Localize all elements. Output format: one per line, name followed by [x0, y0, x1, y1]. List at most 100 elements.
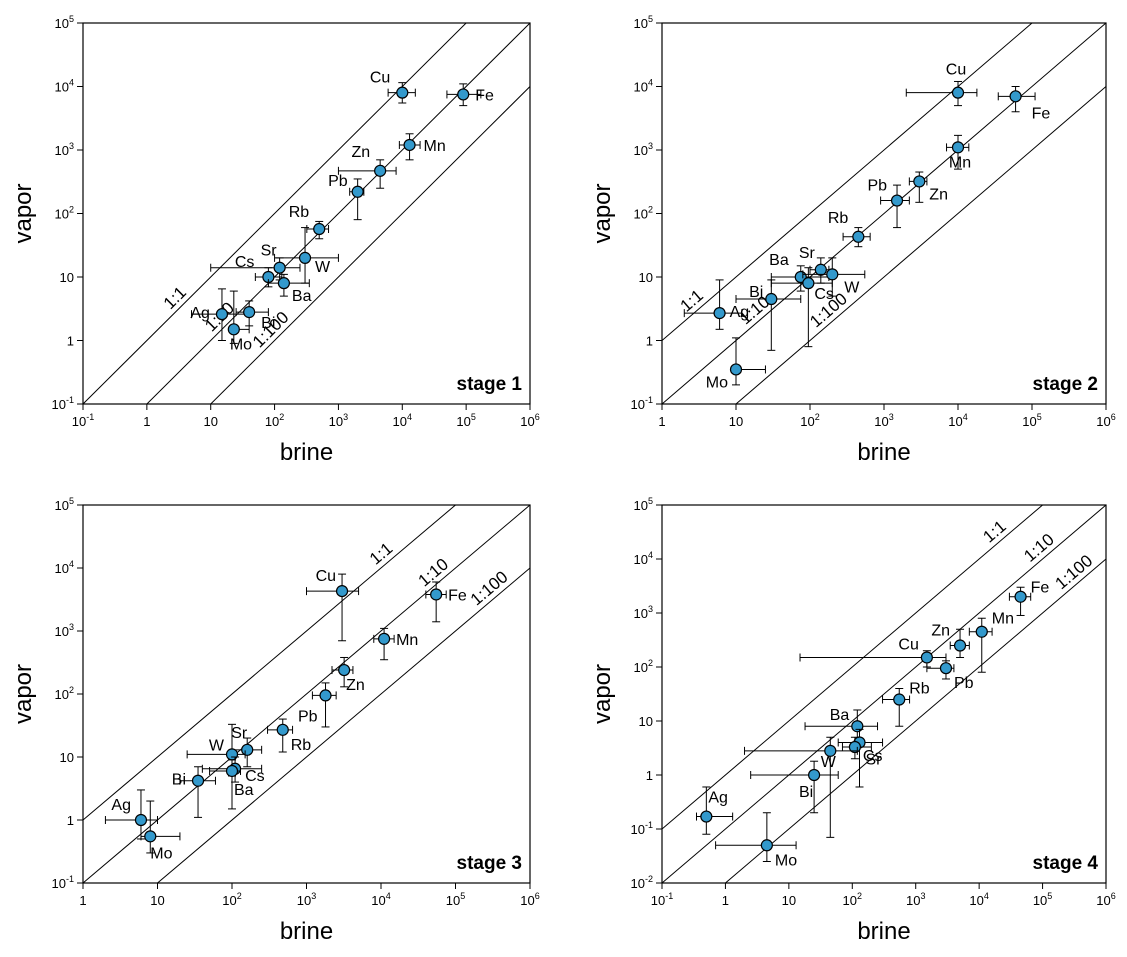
y-tick-label: 103 — [55, 141, 74, 158]
panel-stage-2: 1 10 102 103 104 105 106 10-1 1 10 102 103 104 105 bri… — [589, 14, 1116, 466]
point-mn: Mn — [398, 133, 446, 161]
x-tick-label: 103 — [874, 412, 893, 429]
point-label: Bi — [799, 784, 813, 801]
y-tick-label: 1 — [67, 334, 74, 349]
point-label: Mn — [992, 611, 1014, 628]
data-point-marker — [913, 175, 926, 188]
data-point-marker — [191, 774, 205, 787]
ratio-line — [662, 505, 1106, 883]
point-label: Cs — [814, 286, 834, 303]
data-point-marker — [225, 764, 239, 778]
y-tick-label: 10-1 — [52, 874, 74, 891]
ratio-line — [724, 558, 1106, 883]
x-tick-label: 105 — [1033, 891, 1052, 908]
ratio-label: 1:10 — [415, 555, 453, 591]
point-pb: Pb — [926, 660, 974, 692]
point-label: Mo — [775, 852, 797, 869]
data-point-marker — [814, 263, 827, 276]
point-ba: Ba — [804, 707, 879, 743]
y-tick-label: 104 — [55, 78, 74, 95]
point-mn: Mn — [968, 611, 1014, 673]
data-point-marker — [273, 261, 286, 274]
x-tick-label: 103 — [329, 412, 348, 429]
ratio-line — [210, 86, 530, 404]
point-ag: Ag — [683, 279, 749, 330]
data-point-marker — [713, 307, 726, 320]
stage-label: stage 3 — [457, 853, 522, 874]
x-axis-title: brine — [280, 439, 333, 466]
stage-label: stage 4 — [1033, 853, 1099, 874]
y-tick-label: 103 — [634, 141, 653, 158]
ratio-label: 1:1 — [366, 539, 396, 569]
point-zn: Zn — [908, 171, 948, 203]
data-point-marker — [951, 141, 965, 154]
point-label: Ag — [190, 305, 210, 322]
y-tick-label: 104 — [55, 559, 74, 576]
x-tick-label: 10 — [729, 414, 743, 429]
point-fe: Fe — [446, 83, 494, 107]
data-point-marker — [851, 720, 864, 733]
x-tick-label: 103 — [297, 891, 316, 908]
x-tick-label: 106 — [520, 412, 539, 429]
x-tick-label: 1 — [143, 414, 150, 429]
point-sr: Sr — [231, 725, 263, 768]
ratio-line — [662, 23, 1106, 404]
panel-stage-1: 10-1 1 10 102 103 104 105 106 10-1 1 10 102 103 104 10… — [10, 14, 540, 466]
y-tick-label: 102 — [634, 658, 653, 675]
point-rb: Rb — [828, 210, 871, 248]
point-label: Bi — [749, 284, 763, 301]
data-point-marker — [852, 230, 865, 243]
x-tick-label: 106 — [1096, 891, 1115, 908]
point-label: W — [821, 754, 837, 771]
data-point-marker — [351, 185, 364, 198]
y-tick-label: 105 — [55, 496, 74, 513]
point-label: Sr — [799, 245, 816, 262]
point-pb: Pb — [298, 682, 337, 728]
y-tick-label: 104 — [634, 78, 653, 95]
point-ag: Ag — [696, 786, 734, 835]
data-point-marker — [920, 651, 933, 664]
x-tick-label: 106 — [1096, 412, 1115, 429]
point-ag: Ag — [190, 288, 250, 341]
data-point-marker — [807, 768, 821, 782]
data-point-marker — [225, 748, 239, 761]
point-label: Fe — [448, 587, 467, 604]
x-tick-label: 1 — [79, 893, 86, 908]
data-point-marker — [374, 164, 387, 177]
point-label: Pb — [328, 173, 348, 190]
point-label: Rb — [828, 210, 849, 227]
point-ba: Ba — [209, 759, 254, 810]
point-label: Cu — [316, 568, 336, 585]
x-tick-label: 102 — [222, 891, 241, 908]
point-label: Ba — [234, 782, 254, 799]
ratio-lines — [662, 23, 1106, 404]
data-point-marker — [951, 86, 965, 99]
y-tick-label: 104 — [634, 550, 653, 567]
data-point-marker — [729, 363, 743, 376]
point-label: Pb — [954, 675, 974, 692]
data-point-marker — [241, 743, 254, 756]
ratio-line — [83, 23, 467, 404]
ratio-line — [735, 86, 1106, 404]
point-bi: Bi — [235, 300, 275, 332]
point-label: Mn — [424, 138, 446, 155]
y-tick-label: 1 — [646, 334, 653, 349]
point-bi: Bi — [750, 760, 839, 814]
plot-frame — [661, 504, 1107, 884]
point-zn: Zn — [331, 656, 365, 694]
point-fe: Fe — [1008, 580, 1049, 616]
point-label: Mn — [396, 632, 418, 649]
ratio-line — [662, 505, 1044, 830]
point-ba: Ba — [267, 273, 312, 305]
data-point-marker — [457, 88, 470, 101]
point-mo: Mo — [227, 290, 252, 353]
data-point-marker — [826, 268, 839, 281]
point-label: Sr — [866, 751, 883, 768]
data-point-marker — [1009, 90, 1022, 103]
y-axis-title: vapor — [10, 664, 37, 724]
point-zn: Zn — [337, 144, 397, 189]
data-point-marker — [243, 306, 256, 319]
x-tick-label: 102 — [843, 891, 862, 908]
point-mo: Mo — [706, 337, 766, 391]
ratio-lines — [83, 23, 530, 404]
